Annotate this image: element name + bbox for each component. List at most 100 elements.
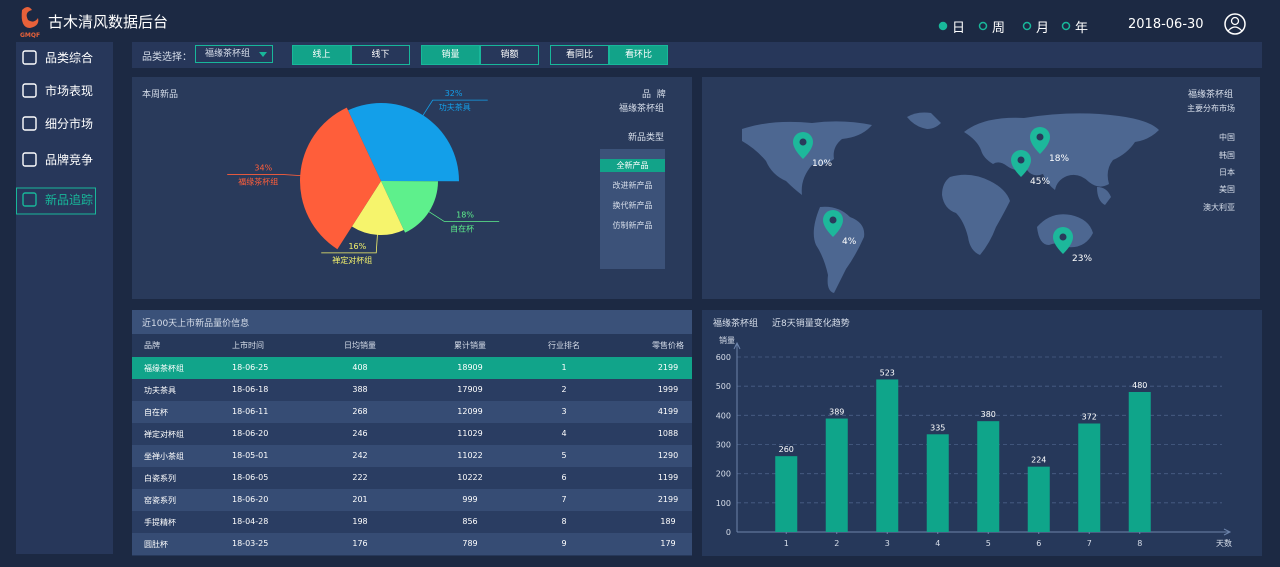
table-cell: 2	[561, 385, 567, 394]
table-cell: 福缘茶杯组	[144, 364, 184, 373]
pie-title: 本周新品	[142, 90, 179, 100]
table-cell: 禅定对杯组	[144, 430, 184, 439]
column-header: 零售价格	[652, 341, 684, 350]
table-row[interactable]: 坐禅小茶组 18-05-01 242 11022 5 1290	[132, 445, 692, 467]
y-axis-label: 销量	[719, 335, 735, 345]
landmass	[907, 112, 941, 129]
table-cell: 18-05-01	[232, 451, 269, 460]
x-tick-label: 2	[834, 539, 839, 548]
table-cell: 18-06-25	[232, 363, 269, 372]
table-row[interactable]: 手提精杯 18-04-28 198 856 8 189	[132, 511, 692, 533]
map-panel: 10% 4% 18% 45% 23% 福缘茶杯组 主要分布市场 中国 韩国 日本 美国 澳大利亚	[702, 77, 1260, 299]
period-option[interactable]: 日	[952, 21, 966, 36]
pie-slice	[351, 181, 404, 235]
landmass	[942, 174, 1010, 255]
leader-line	[227, 174, 309, 177]
table-row[interactable]: 圆肚杯 18-03-25 176 789 9 179	[132, 533, 692, 555]
table-row[interactable]: 功夫茶具 18-06-18 388 17909 2 1999	[132, 379, 692, 401]
table-cell: 198	[352, 517, 368, 526]
column-header: 品牌	[144, 341, 160, 350]
table-cell: 179	[660, 539, 676, 548]
nav-icon	[22, 83, 37, 98]
table-cell: 1999	[657, 385, 679, 394]
table-cell: 18-06-05	[232, 473, 269, 482]
period-option[interactable]: 月	[1036, 21, 1050, 36]
type-option[interactable]: 改进新产品	[612, 181, 653, 190]
bar-value-label: 260	[779, 445, 794, 454]
logo-text: GMQF	[20, 32, 40, 39]
bar	[1128, 392, 1151, 532]
bar-value-label: 372	[1082, 413, 1097, 422]
toggle-button[interactable]: 销量	[421, 45, 480, 65]
table-cell: 999	[462, 495, 478, 504]
nav-icon	[22, 192, 37, 207]
table-cell: 7	[561, 495, 567, 504]
column-header: 日均销量	[344, 341, 376, 350]
x-tick-label: 4	[935, 539, 940, 548]
x-tick-label: 7	[1087, 539, 1092, 548]
toggle-button[interactable]: 线上	[292, 45, 351, 65]
pie-category-label: 禅定对杯组	[332, 255, 372, 265]
landmass	[742, 121, 872, 195]
type-option[interactable]: 全新产品	[600, 159, 665, 172]
column-header: 累计销量	[454, 341, 486, 350]
table-panel: 近100天上市新品量价信息 品牌 上市时间 日均销量 累计销量 行业排名 零售价格 福缘茶杯组…	[132, 310, 692, 556]
marker-hole	[829, 216, 837, 224]
nav-item[interactable]: 市场表现	[45, 84, 94, 98]
toggle-button[interactable]: 销额	[480, 45, 539, 65]
landmass	[964, 113, 1159, 190]
pie-value-label: 18%	[456, 210, 474, 219]
table-row[interactable]: 福缘茶杯组 18-06-25 408 18909 1 2199	[132, 357, 692, 379]
marker-label: 4%	[842, 237, 857, 247]
table-row[interactable]: 白瓷系列 18-06-05 222 10222 6 1199	[132, 467, 692, 489]
bar-value-label: 335	[930, 423, 945, 432]
toggle-button[interactable]: 看环比	[609, 45, 668, 65]
table-row[interactable]: 自在杯 18-06-11 268 12099 3 4199	[132, 401, 692, 423]
toggle-button[interactable]: 看同比	[550, 45, 609, 65]
table-cell: 12099	[457, 407, 483, 416]
market-name: 日本	[1219, 168, 1235, 177]
nav-item[interactable]: 品类综合	[45, 51, 94, 65]
table-cell: 白瓷系列	[144, 474, 176, 483]
nav-icon	[22, 50, 37, 65]
table-cell: 2199	[657, 363, 679, 372]
x-tick-label: 5	[986, 539, 991, 548]
table-cell: 8	[561, 517, 567, 526]
table-row[interactable]: 禅定对杯组 18-06-20 246 11029 4 1088	[132, 423, 692, 445]
type-option[interactable]: 仿制新产品	[612, 221, 653, 230]
map-brand: 福缘茶杯组	[1188, 90, 1234, 100]
period-option[interactable]: 年	[1075, 21, 1089, 36]
y-tick-label: 500	[716, 382, 731, 391]
table-cell: 17909	[457, 385, 483, 394]
bar-value-label: 224	[1031, 456, 1046, 465]
category-select[interactable]: 福缘茶杯组	[195, 45, 273, 63]
nav-item[interactable]: 细分市场	[45, 117, 94, 131]
nav-item[interactable]: 新品追踪	[45, 193, 94, 207]
nav-item[interactable]: 品牌竞争	[45, 153, 94, 167]
toggle-button[interactable]: 线下	[351, 45, 410, 65]
table-cell: 856	[462, 517, 478, 526]
bar	[876, 379, 899, 532]
type-list: 全新产品改进新产品换代新产品仿制新产品	[600, 149, 665, 269]
marker-label: 18%	[1049, 154, 1069, 164]
table-cell: 9	[561, 539, 567, 548]
marker-label: 23%	[1072, 254, 1092, 264]
period-option[interactable]: 周	[992, 21, 1006, 36]
table-cell: 388	[352, 385, 368, 394]
period-dot	[1061, 21, 1071, 31]
table-row[interactable]: 窑瓷系列 18-06-20 201 999 7 2199	[132, 489, 692, 511]
table-cell: 11022	[457, 451, 483, 460]
bar-subtitle: 福缘茶杯组	[713, 319, 759, 329]
column-header: 行业排名	[548, 341, 580, 350]
pie-value-label: 34%	[254, 163, 272, 172]
user-icon	[1224, 13, 1246, 35]
bar	[825, 418, 848, 532]
bar-value-label: 480	[1132, 381, 1147, 390]
marker-hole	[799, 138, 807, 146]
type-option[interactable]: 换代新产品	[612, 201, 653, 210]
y-tick-label: 400	[716, 411, 731, 420]
table-cell: 1088	[657, 429, 679, 438]
bar	[1078, 423, 1101, 532]
x-axis-label: 天数	[1216, 538, 1232, 548]
